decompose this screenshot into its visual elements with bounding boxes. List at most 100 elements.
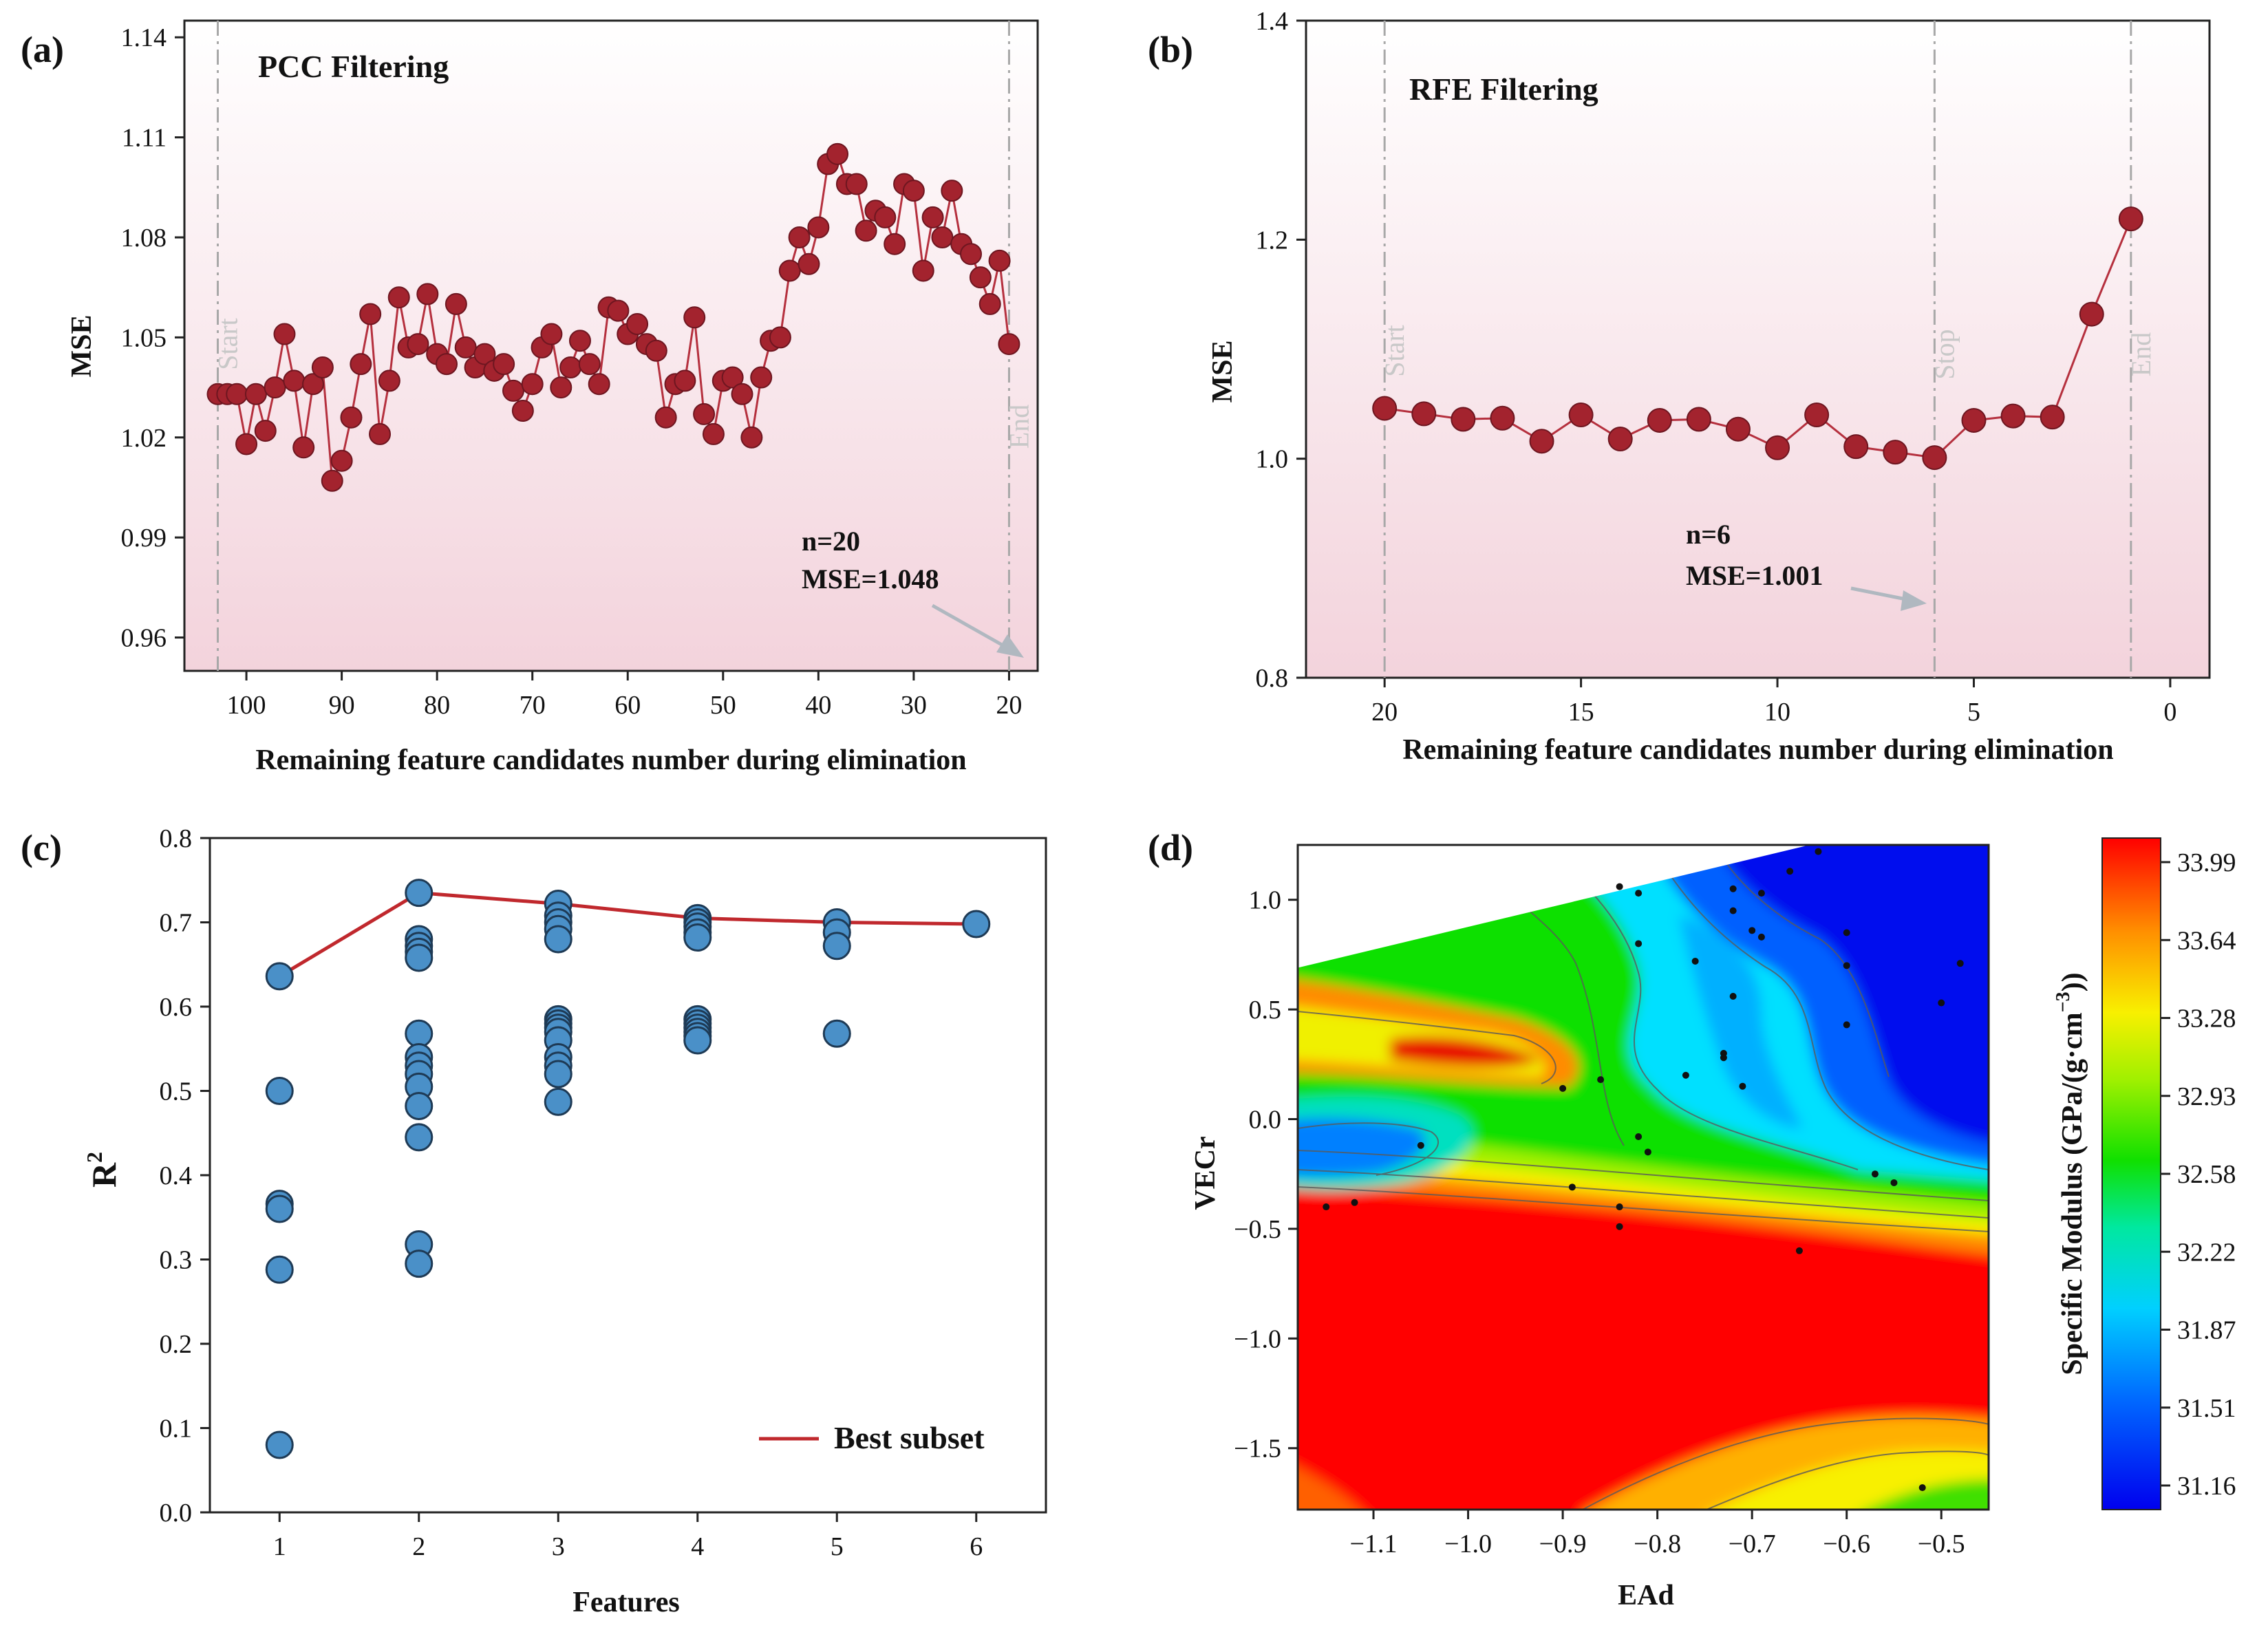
data-point — [769, 326, 791, 349]
panel-d-plot-border — [1296, 844, 1990, 1511]
vline-label-stop: Stop — [1929, 329, 1960, 379]
data-point — [244, 383, 267, 405]
y-tick-label: 1.0 — [1249, 886, 1282, 915]
data-point — [511, 400, 534, 422]
y-tick-label: 1.2 — [1256, 226, 1289, 255]
colorbar-label-sup: −3 — [2053, 991, 2074, 1012]
y-tick-label: 1.05 — [121, 323, 167, 352]
data-point — [1765, 435, 1790, 460]
x-tick-label: −0.5 — [1918, 1530, 1965, 1558]
panel-a: (a) Start End 100 90 80 70 60 50 40 30 20 0.96 0.9… — [21, 19, 1039, 776]
data-point — [1568, 403, 1594, 427]
x-tick-label: 2 — [412, 1532, 425, 1561]
data-point — [1686, 407, 1711, 432]
data-point — [931, 226, 954, 248]
data-point — [807, 216, 830, 239]
x-tick-label: 15 — [1568, 698, 1594, 727]
x-tick-label: 50 — [710, 691, 736, 720]
data-point — [568, 330, 591, 352]
scatter-point — [405, 1123, 434, 1152]
data-point — [369, 422, 392, 445]
data-point — [778, 259, 801, 282]
panel-a-annotation-n: n=20 — [802, 526, 860, 557]
sample-point — [1682, 1071, 1689, 1079]
data-point — [521, 373, 544, 396]
scatter-point — [265, 1430, 294, 1459]
sample-point — [1843, 962, 1850, 969]
data-point — [540, 323, 563, 345]
data-point — [387, 286, 410, 309]
x-tick-label: −0.6 — [1823, 1530, 1870, 1558]
sample-point — [1616, 1223, 1623, 1230]
data-point — [1843, 434, 1869, 460]
vline-label-end: End — [2126, 332, 2157, 376]
colorbar-tick-label: 31.16 — [2177, 1472, 2236, 1501]
data-point — [302, 373, 325, 396]
panel-b-xlabel: Remaining feature candidates number duri… — [1402, 734, 2113, 766]
x-tick-label: 0 — [2163, 698, 2176, 727]
data-point — [588, 373, 610, 396]
scatter-point — [265, 1077, 294, 1105]
x-tick-label: 10 — [1764, 698, 1790, 727]
panel-c-label: (c) — [21, 827, 62, 868]
x-tick-label: 100 — [227, 691, 266, 720]
data-point — [359, 303, 382, 325]
y-tick-label: 0.3 — [160, 1246, 193, 1275]
panel-a-plot-area — [183, 19, 1039, 672]
x-tick-label: 80 — [424, 691, 450, 720]
y-tick-label: 0.0 — [160, 1499, 193, 1527]
sample-point — [1956, 960, 1964, 967]
panel-a-title: PCC Filtering — [258, 49, 449, 84]
sample-point — [1323, 1203, 1330, 1211]
data-point — [578, 353, 601, 376]
y-tick-label: 0.5 — [160, 1077, 193, 1106]
data-point — [654, 406, 677, 429]
y-tick-label: 1.14 — [121, 23, 167, 52]
panel-d-xlabel: EAd — [1618, 1580, 1674, 1611]
data-point — [1451, 407, 1476, 432]
data-point — [1372, 396, 1398, 421]
colorbar-label-end: )) — [2057, 972, 2088, 991]
sample-point — [1843, 1021, 1850, 1029]
data-point — [1922, 445, 1947, 471]
data-point — [445, 292, 467, 315]
x-tick-label: −1.0 — [1444, 1530, 1492, 1558]
data-point — [273, 323, 296, 345]
sample-point — [1739, 1082, 1746, 1090]
x-tick-label: 4 — [691, 1532, 704, 1561]
data-point — [902, 180, 925, 202]
y-tick-label: 1.11 — [122, 124, 167, 153]
x-tick-label: 5 — [831, 1532, 844, 1561]
colorbar-tick-label: 32.22 — [2177, 1238, 2236, 1267]
sample-point — [1748, 927, 1756, 934]
data-point — [826, 142, 849, 165]
panel-a-xlabel: Remaining feature candidates number duri… — [255, 744, 966, 776]
panel-c-ylabel-text: R — [85, 1162, 123, 1188]
data-point — [311, 356, 334, 378]
data-point — [340, 406, 363, 429]
data-point — [321, 469, 343, 492]
x-tick-label: −0.9 — [1539, 1530, 1587, 1558]
data-point — [292, 436, 315, 459]
panel-a-ylabel: MSE — [66, 314, 98, 377]
panel-d-colorbar — [2101, 837, 2161, 1510]
data-point — [330, 449, 353, 472]
colorbar-label-text: Specific Modulus (GPa/(g·cm — [2057, 1012, 2088, 1375]
data-point — [988, 249, 1011, 272]
data-point — [702, 422, 725, 445]
scatter-point — [265, 1194, 294, 1223]
sample-point — [1729, 907, 1737, 914]
data-point — [674, 369, 696, 392]
svg-text:R2: R2 — [82, 1152, 123, 1188]
scatter-point — [265, 1255, 294, 1284]
sample-point — [1757, 933, 1765, 941]
sample-point — [1786, 868, 1794, 875]
scatter-point — [822, 932, 851, 961]
data-point — [1725, 416, 1751, 442]
y-tick-label: 0.4 — [160, 1161, 193, 1190]
scatter-point — [544, 925, 573, 954]
data-point — [2040, 405, 2065, 430]
sample-point — [1691, 957, 1699, 965]
x-tick-label: 30 — [901, 691, 927, 720]
